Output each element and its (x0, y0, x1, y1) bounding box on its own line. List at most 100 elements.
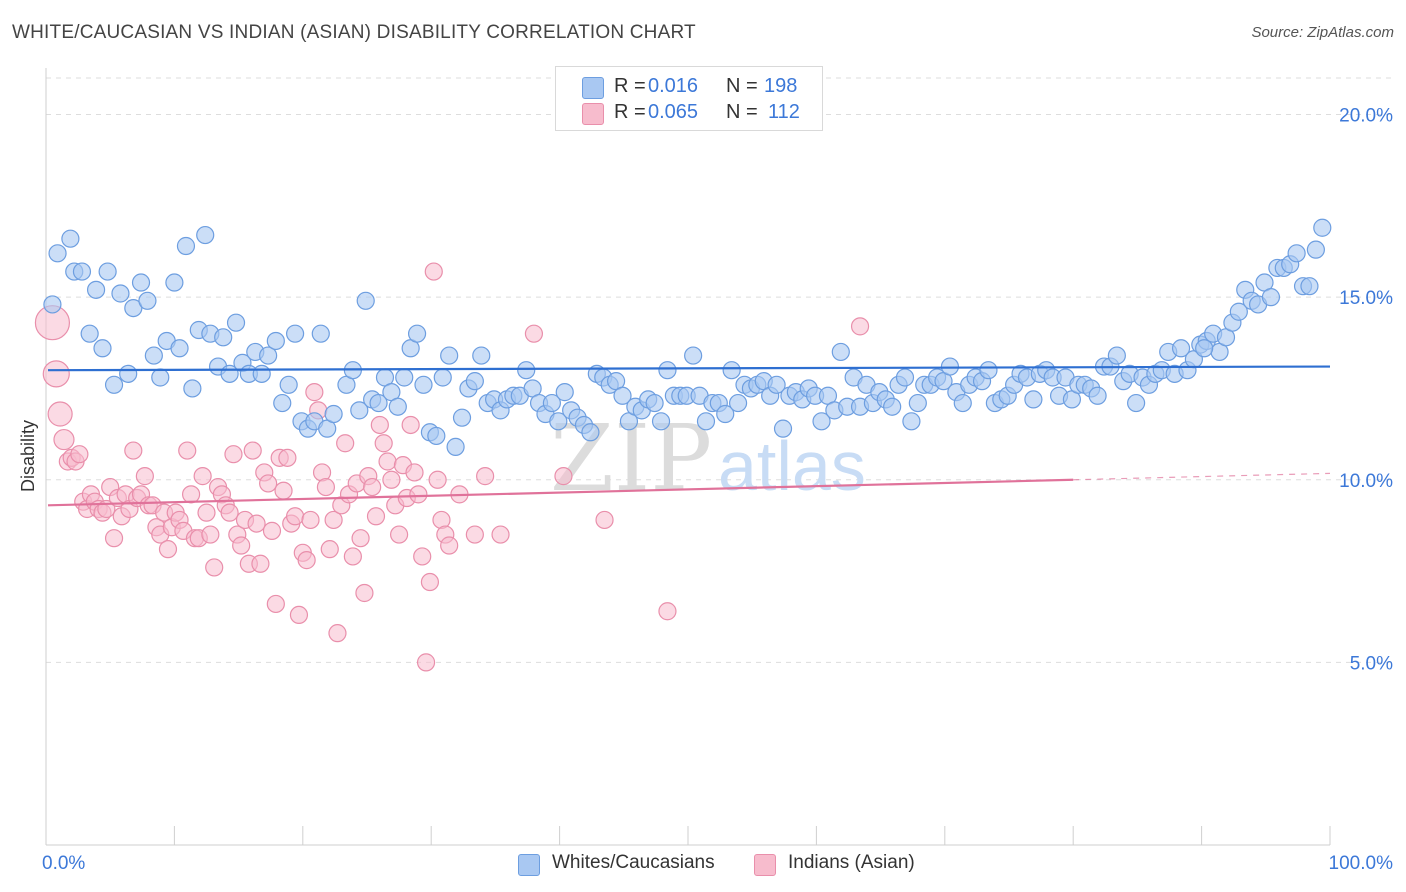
white-point (613, 386, 632, 405)
white-point (883, 397, 902, 416)
white-point (684, 346, 703, 365)
white-point (414, 375, 433, 394)
indian-point (428, 470, 447, 489)
white-point (895, 368, 915, 387)
indian-point (274, 481, 293, 500)
y-tick-label: 10.0% (1339, 471, 1393, 492)
indian-point (316, 477, 336, 497)
white-trend-line (47, 365, 1331, 372)
white-point (555, 383, 574, 402)
white-point (407, 324, 427, 343)
white-point (131, 273, 151, 292)
white-point (324, 404, 343, 424)
white-point (645, 393, 664, 413)
indian-point (220, 503, 239, 522)
indian-point (243, 441, 262, 460)
indian-point (135, 467, 154, 486)
white-point (581, 423, 600, 442)
indian-point (440, 536, 459, 555)
axes (45, 68, 1331, 846)
x-tick-label-max: 100.0% (1329, 853, 1394, 874)
white-point (517, 361, 536, 380)
white-point (953, 393, 972, 413)
indian-point (305, 383, 324, 402)
white-point (1287, 244, 1306, 263)
indian-point (124, 441, 143, 460)
indian-point (266, 594, 285, 614)
white-point (93, 339, 112, 358)
white-point (43, 295, 62, 314)
white-point (651, 412, 671, 431)
white-point (696, 412, 716, 431)
white-point (446, 437, 465, 456)
indian-point (595, 510, 614, 530)
indian-point (405, 463, 424, 482)
indian-point (289, 605, 309, 625)
white-point (388, 397, 407, 416)
white-point (902, 412, 921, 431)
white-point (151, 368, 170, 387)
chart-title: WHITE/CAUCASIAN VS INDIAN (ASIAN) DISABI… (12, 22, 696, 43)
white-point (138, 291, 157, 310)
indian-point (247, 514, 266, 533)
r-label: R = (614, 75, 646, 97)
indian-point (201, 525, 220, 544)
white-point (111, 284, 130, 303)
indian-point (390, 525, 409, 544)
indian-point (104, 529, 124, 548)
indian-point (205, 558, 224, 577)
white-point (273, 393, 292, 413)
y-tick-label: 15.0% (1339, 288, 1393, 309)
indian-trend-line (47, 478, 1074, 507)
indian-point (409, 485, 428, 504)
indian-point (401, 415, 420, 435)
stats-legend: R = 0.016 N = 198 R = 0.065 N = 112 (555, 66, 823, 131)
white-point (285, 324, 305, 343)
indian-point (355, 583, 374, 603)
r-value: 0.016 (648, 75, 699, 97)
white-point (1229, 302, 1248, 321)
tick-labels: 5.0% 10.0% 15.0% 20.0% 0.0% 100.0% (42, 106, 1393, 874)
trend-lines (47, 365, 1331, 507)
r-value: 0.065 (648, 101, 699, 123)
y-axis-label: Disability (18, 420, 38, 492)
indian-point (42, 360, 70, 388)
white-swatch (582, 77, 604, 99)
white-point (1300, 277, 1319, 296)
indian-point (224, 445, 243, 464)
indian-trend-extension (1073, 472, 1331, 481)
white-point (433, 368, 452, 387)
indian-point (420, 572, 440, 592)
white-point (465, 372, 484, 391)
indian-point (70, 445, 89, 464)
white-point (1127, 393, 1146, 413)
white-point (440, 346, 459, 365)
white-point (908, 393, 927, 413)
indian-point (53, 428, 75, 451)
indian-point (363, 477, 382, 497)
indian-point (158, 540, 178, 559)
indian-point (285, 507, 305, 526)
indian-point (343, 547, 362, 566)
white-point (144, 346, 163, 365)
white-point (252, 364, 271, 383)
indian-point (351, 529, 370, 548)
indian-point (850, 317, 870, 336)
watermark-atlas: atlas (718, 427, 866, 505)
white-point (1024, 390, 1043, 409)
indian-point (424, 262, 443, 281)
indian-point (366, 507, 386, 526)
indian-point (416, 653, 436, 672)
y-tick-label: 20.0% (1339, 106, 1393, 127)
legend-label: Indians (Asian) (788, 852, 915, 873)
white-point (165, 273, 184, 292)
white-point (979, 361, 998, 380)
white-point (214, 328, 233, 347)
indian-point (374, 434, 393, 453)
white-point (395, 368, 414, 387)
indian-point (524, 324, 544, 343)
white-point (48, 244, 67, 263)
indian-point (465, 525, 484, 544)
white-point (196, 225, 215, 245)
